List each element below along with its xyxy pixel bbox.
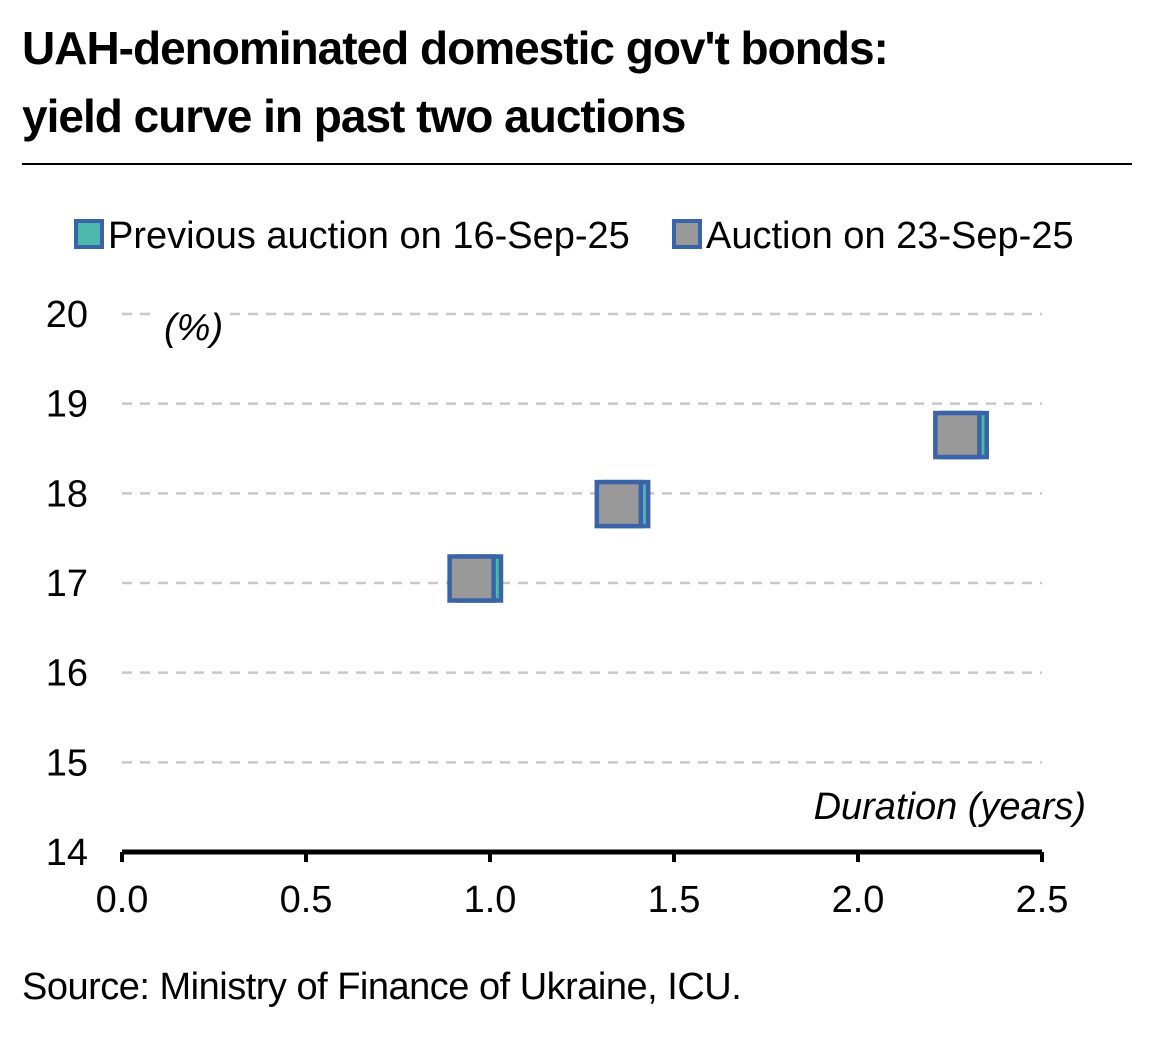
x-tick-label: 0.5 <box>280 879 333 921</box>
x-tick-label: 0.0 <box>96 879 149 921</box>
chart-title: UAH-denominated domestic gov't bonds: yi… <box>22 14 1132 150</box>
chart-legend: Previous auction on 16-Sep-25 Auction on … <box>74 215 1074 257</box>
title-divider <box>22 163 1132 165</box>
legend-swatch-previous <box>74 219 104 249</box>
grid-lines <box>122 296 1042 764</box>
current-auction-marker-2 <box>594 479 644 529</box>
y-tick-label: 16 <box>46 653 88 695</box>
y-axis-label: (%) <box>164 307 223 349</box>
y-tick-label: 18 <box>46 473 88 515</box>
y-tick-label: 15 <box>46 742 88 784</box>
legend-label-current: Auction on 23-Sep-25 <box>706 215 1074 257</box>
x-tick-label: 2.0 <box>832 879 885 921</box>
y-tick-label: 14 <box>46 832 88 874</box>
data-markers <box>447 410 989 603</box>
source-note: Source: Ministry of Finance of Ukraine, … <box>22 966 742 1008</box>
x-tick-label: 1.0 <box>464 879 517 921</box>
chart-title-line-1: UAH-denominated domestic gov't bonds: <box>22 22 889 74</box>
y-tick-label: 20 <box>46 294 88 336</box>
axes: 20 19 18 17 16 15 140.0 0.5 1.0 1.5 2.0 2.5 (%) Durat… <box>46 294 1086 921</box>
yield-curve-chart: 20 19 18 17 16 15 140.0 0.5 1.0 1.5 2.0 2.5 (%) Durat… <box>46 215 1086 921</box>
y-tick-label: 19 <box>46 384 88 426</box>
ylabel-mask <box>156 296 230 352</box>
x-axis-label: Duration (years) <box>814 786 1086 828</box>
legend-swatch-current <box>672 219 702 249</box>
current-auction-marker-1 <box>447 554 496 603</box>
legend-label-previous: Previous auction on 16-Sep-25 <box>108 215 630 257</box>
y-tick-label: 17 <box>46 563 88 605</box>
x-tick-label: 1.5 <box>648 879 701 921</box>
current-auction-marker-3 <box>933 410 982 460</box>
chart-title-line-2: yield curve in past two auctions <box>22 90 686 142</box>
x-tick-label: 2.5 <box>1016 879 1069 921</box>
